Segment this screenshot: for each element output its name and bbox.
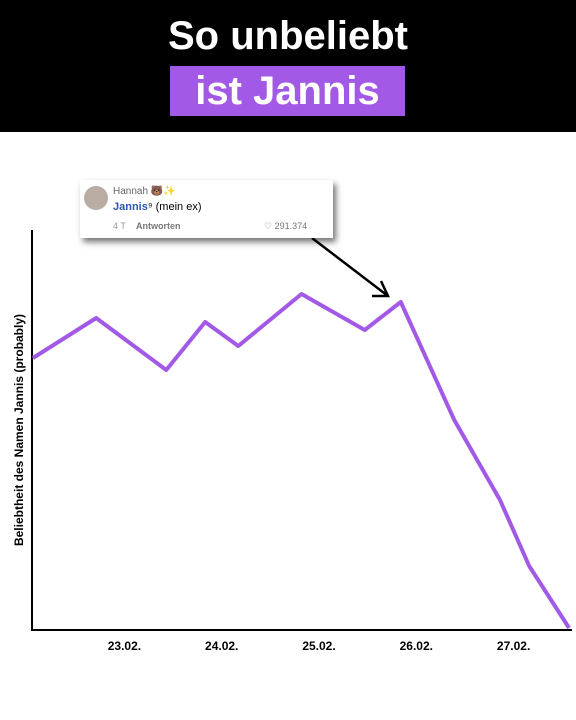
x-tick-label: 26.02. xyxy=(400,639,433,653)
likes: 291.374 xyxy=(274,221,308,231)
y-axis-label: Beliebtheit des Namen Jannis (probably) xyxy=(12,314,26,546)
subtitle: ist Jannis xyxy=(170,66,405,116)
arrow xyxy=(311,237,390,298)
x-tick-label: 27.02. xyxy=(497,639,530,653)
mention: Jannis xyxy=(113,201,148,213)
line xyxy=(31,292,571,630)
title: So unbeliebt xyxy=(168,14,408,58)
x-tick-label: 24.02. xyxy=(205,639,238,653)
comment-card: Hannah 🐻✨ Jannis⁹ (mein ex) 4 T Antworte… xyxy=(80,180,333,238)
avatar xyxy=(84,186,108,210)
comment-age: 4 T xyxy=(113,221,126,231)
comment-user: Hannah 🐻✨ xyxy=(113,186,176,197)
x-tick-label: 23.02. xyxy=(108,639,141,653)
comment-text: Jannis⁹ (mein ex) xyxy=(113,201,202,213)
x-tick-label: 25.02. xyxy=(302,639,335,653)
header: So unbeliebt ist Jannis xyxy=(0,0,576,132)
comment-body: (mein ex) xyxy=(155,201,202,213)
like-count[interactable]: ♡ 291.374 xyxy=(264,221,308,231)
reply-button[interactable]: Antworten xyxy=(136,221,181,231)
